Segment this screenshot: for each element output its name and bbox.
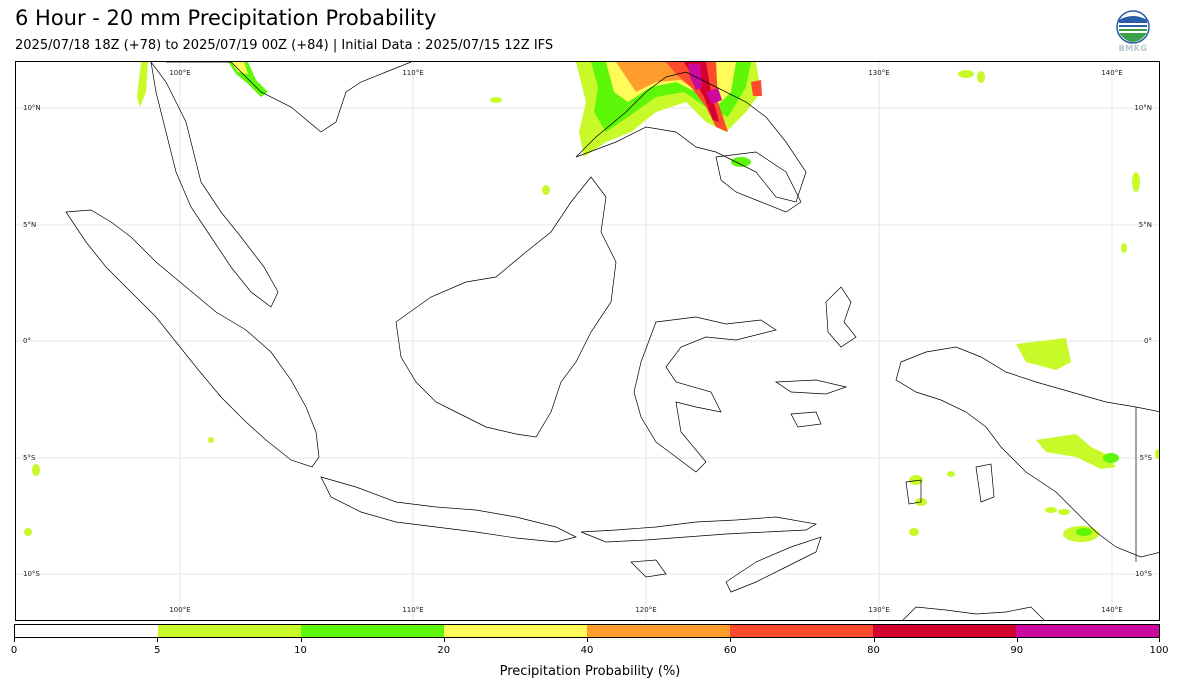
colorbar-label: Precipitation Probability (%) <box>499 664 681 679</box>
sumatra-outline <box>65 209 320 468</box>
lat-label-right-10n: 10°N <box>1134 104 1152 112</box>
map-panel[interactable]: 100°E 110°E 120°E 130°E 140°E 100°E 110°… <box>15 61 1160 621</box>
borneo-outline <box>395 176 617 438</box>
map-canvas[interactable]: 100°E 110°E 120°E 130°E 140°E 100°E 110°… <box>16 62 1160 621</box>
colorbar-segment-6 <box>873 625 1016 637</box>
lat-label-left-5n: 5°N <box>23 221 36 229</box>
lat-label-right-0: 0° <box>1144 337 1152 345</box>
tanimbar-outline <box>905 479 922 505</box>
map-title: 6 Hour - 20 mm Precipitation Probability <box>15 6 437 30</box>
bmkg-logo-icon <box>1116 10 1150 44</box>
colorbar-tick-mark <box>1159 638 1160 642</box>
lesser-sunda-outline <box>580 516 817 543</box>
colorbar-tick-mark <box>873 638 875 642</box>
lat-label-left-10n: 10°N <box>23 104 41 112</box>
lat-label-right-10s: 10°S <box>1135 570 1152 578</box>
colorbar-tick-mark <box>443 638 445 642</box>
lon-label-top-130: 130°E <box>868 69 889 77</box>
aru-outline <box>975 463 995 503</box>
precip-areas <box>24 62 1159 542</box>
colorbar-tick-label: 0 <box>10 645 18 656</box>
sumba-outline <box>630 559 667 578</box>
lon-label-bottom-130: 130°E <box>868 606 889 614</box>
lon-label-top-140: 140°E <box>1101 69 1122 77</box>
australia-outline <box>902 606 1045 620</box>
colorbar-tick-mark <box>14 638 15 642</box>
lat-label-right-5n: 5°N <box>1139 221 1152 229</box>
colorbar-tick-label: 40 <box>580 645 594 656</box>
lon-label-top-100: 100°E <box>169 69 190 77</box>
colorbar-tick-label: 60 <box>723 645 737 656</box>
lat-label-left-5s: 5°S <box>23 454 36 462</box>
colorbar-tick-label: 20 <box>437 645 451 656</box>
timor-outline <box>725 536 822 593</box>
lon-label-bottom-120: 120°E <box>635 606 656 614</box>
colorbar-tick-label: 100 <box>1149 645 1169 656</box>
lon-label-bottom-100: 100°E <box>169 606 190 614</box>
colorbar-tick-label: 80 <box>867 645 880 656</box>
indochina-outline <box>166 62 412 133</box>
colorbar-ticks: 0 5 10 20 40 60 80 90 100 <box>10 638 1169 658</box>
buru-outline <box>790 411 822 428</box>
colorbar-segment-7 <box>1016 625 1159 637</box>
lon-label-bottom-110: 110°E <box>402 606 423 614</box>
lon-label-top-110: 110°E <box>402 69 423 77</box>
colorbar-tick-mark <box>730 638 732 642</box>
colorbar-tick-label: 5 <box>154 645 161 656</box>
lat-label-left-10s: 10°S <box>23 570 40 578</box>
new-guinea-outline <box>895 346 1159 558</box>
bmkg-logo: BMKG <box>1114 10 1152 56</box>
java-outline <box>320 476 578 543</box>
colorbar-tick-label: 10 <box>294 645 307 656</box>
sulawesi-outline <box>633 316 777 473</box>
malay-peninsula-outline <box>150 62 279 308</box>
colorbar-segment-3 <box>444 625 587 637</box>
land-outlines <box>65 62 1159 620</box>
seram-outline <box>774 379 848 395</box>
lon-label-bottom-140: 140°E <box>1101 606 1122 614</box>
colorbar-segment-4 <box>587 625 730 637</box>
map-subtitle: 2025/07/18 18Z (+78) to 2025/07/19 00Z (… <box>15 38 554 53</box>
colorbar-segment-0 <box>15 625 158 637</box>
colorbar-tick-mark <box>1016 638 1018 642</box>
colorbar-tick-label: 90 <box>1010 645 1024 656</box>
colorbar-tick-mark <box>157 638 159 642</box>
colorbar-tick-mark <box>300 638 302 642</box>
colorbar-segment-2 <box>301 625 444 637</box>
lat-label-right-5s: 5°S <box>1140 454 1153 462</box>
halmahera-outline <box>825 286 857 348</box>
philippines-outline <box>575 71 807 203</box>
lat-label-left-0: 0° <box>23 337 31 345</box>
mindanao-outline <box>715 151 802 213</box>
colorbar-tick-mark <box>587 638 588 642</box>
bmkg-logo-text: BMKG <box>1118 44 1148 53</box>
colorbar-segment-1 <box>158 625 301 637</box>
colorbar <box>14 624 1160 638</box>
colorbar-segment-5 <box>730 625 873 637</box>
